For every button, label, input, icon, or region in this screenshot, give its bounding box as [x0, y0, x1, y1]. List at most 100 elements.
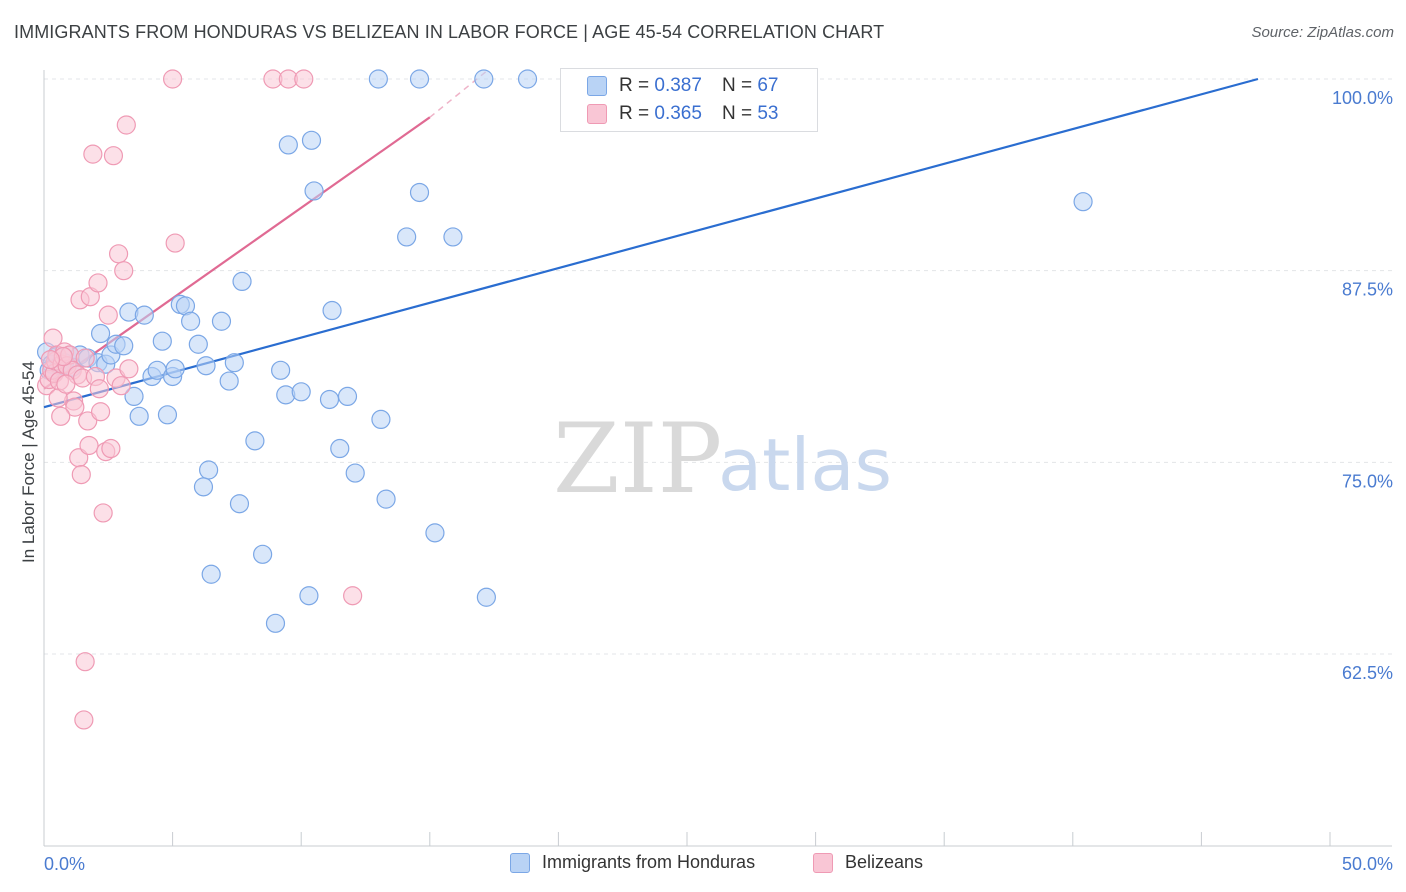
- data-points: [36, 69, 1093, 730]
- data-point: [319, 389, 340, 410]
- legend-n-value-belizean: 53: [757, 103, 779, 124]
- data-point: [89, 379, 109, 399]
- data-point: [108, 244, 129, 264]
- legend-swatch-belizean: [813, 852, 833, 873]
- data-point: [196, 356, 216, 376]
- data-point: [165, 359, 185, 379]
- data-point: [114, 336, 134, 356]
- data-point: [119, 302, 139, 322]
- legend-r-label: R =: [619, 103, 650, 124]
- data-point: [343, 586, 363, 606]
- x-tick-labels: 0.0% 50.0%: [44, 854, 1393, 874]
- legend-row-belizean: R = 0.365 N = 53: [587, 101, 778, 127]
- legend-r-value-belizean: 0.365: [654, 103, 702, 124]
- data-point: [517, 69, 538, 89]
- legend-swatch-honduras: [587, 76, 607, 96]
- watermark-zip: ZIP: [553, 403, 722, 515]
- data-point: [337, 386, 358, 406]
- series-honduras: [36, 69, 1093, 633]
- data-point: [294, 69, 314, 89]
- legend-swatch-belizean: [587, 104, 607, 124]
- data-point: [278, 135, 298, 155]
- data-point: [111, 376, 131, 396]
- data-point: [211, 311, 232, 331]
- data-point: [134, 305, 154, 325]
- legend-n-label: N =: [721, 103, 753, 124]
- data-point: [232, 271, 252, 291]
- legend-label-belizean: Belizeans: [845, 852, 924, 872]
- data-point: [409, 182, 430, 203]
- data-point: [193, 477, 214, 497]
- data-point: [79, 435, 99, 456]
- data-point: [299, 586, 319, 606]
- data-point: [114, 261, 134, 281]
- data-point: [163, 69, 183, 89]
- trend-line-1: [43, 116, 431, 390]
- data-point: [103, 146, 124, 166]
- data-point: [322, 300, 342, 321]
- y-tick-labels: 62.5% 75.0% 87.5% 100.0%: [1332, 88, 1393, 683]
- series-legend: Immigrants from Honduras Belizeans: [0, 852, 1406, 876]
- legend-r-value-honduras: 0.387: [654, 75, 702, 96]
- data-point: [129, 406, 149, 426]
- data-point: [199, 460, 219, 480]
- y-tick-label-2: 87.5%: [1342, 280, 1393, 300]
- data-point: [124, 386, 144, 406]
- y-axis-label: In Labor Force | Age 45-54: [19, 361, 38, 563]
- legend-n-label: N =: [721, 75, 753, 96]
- data-point: [397, 227, 417, 247]
- y-tick-label-0: 62.5%: [1342, 663, 1393, 683]
- data-point: [276, 385, 296, 405]
- data-point: [65, 397, 85, 417]
- legend-label-honduras: Immigrants from Honduras: [542, 852, 756, 872]
- data-point: [291, 382, 311, 402]
- data-point: [443, 227, 463, 247]
- legend-row-honduras: R = 0.387 N = 67: [587, 73, 778, 99]
- chart-source: Source: ZipAtlas.com: [1251, 24, 1394, 41]
- data-point: [330, 438, 350, 459]
- data-point: [152, 331, 172, 351]
- data-point: [51, 406, 71, 426]
- x-tick-label-1: 50.0%: [1342, 854, 1393, 874]
- data-point: [245, 431, 265, 451]
- watermark-atlas: atlas: [718, 423, 892, 507]
- chart-title: IMMIGRANTS FROM HONDURAS VS BELIZEAN IN …: [14, 22, 885, 42]
- legend-n-value-honduras: 67: [757, 75, 779, 96]
- data-point: [345, 463, 365, 483]
- legend-r-label: R =: [619, 75, 650, 96]
- data-point: [101, 438, 121, 459]
- legend-swatch-honduras: [510, 852, 530, 873]
- data-point: [224, 353, 244, 373]
- trend-line-0: [43, 77, 1259, 409]
- data-point: [157, 405, 178, 425]
- data-point: [201, 564, 221, 584]
- data-point: [88, 273, 108, 293]
- data-point: [71, 465, 91, 485]
- data-point: [1073, 192, 1093, 212]
- data-point: [74, 710, 94, 730]
- data-point: [75, 652, 95, 672]
- data-point: [376, 489, 396, 509]
- data-point: [368, 69, 388, 89]
- data-point: [271, 360, 291, 380]
- data-point: [90, 402, 111, 422]
- legend-item-belizean[interactable]: Belizeans: [813, 852, 923, 873]
- data-point: [219, 371, 239, 391]
- data-point: [40, 350, 61, 370]
- data-point: [265, 613, 286, 633]
- data-point: [83, 144, 103, 164]
- data-point: [116, 115, 136, 135]
- data-point: [371, 409, 391, 429]
- data-point: [98, 305, 118, 325]
- data-point: [165, 233, 185, 253]
- y-tick-label-3: 100.0%: [1332, 88, 1393, 108]
- y-tick-label-1: 75.0%: [1342, 471, 1393, 491]
- data-point: [409, 69, 430, 89]
- data-point: [75, 348, 95, 368]
- data-point: [181, 311, 201, 331]
- legend-item-honduras[interactable]: Immigrants from Honduras: [510, 852, 755, 873]
- data-point: [253, 544, 273, 564]
- data-point: [90, 323, 111, 344]
- data-point: [301, 130, 322, 150]
